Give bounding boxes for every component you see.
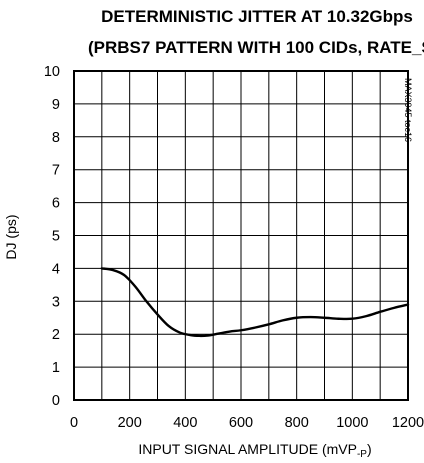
chart-id-label: MAX3945 toc16	[403, 78, 413, 142]
y-axis-label: DJ (ps)	[3, 214, 19, 259]
x-tick-label: 1200	[392, 415, 424, 431]
gridlines	[74, 71, 408, 400]
x-axis-label-main: INPUT SIGNAL AMPLITUDE (mVP	[138, 441, 357, 457]
x-tick-labels: 0 200 400 600 800 1000 1200	[70, 415, 424, 431]
x-tick-label: 0	[70, 415, 78, 431]
y-tick-label: 2	[52, 327, 60, 343]
x-axis-label-close: )	[367, 441, 372, 457]
y-tick-label: 8	[52, 130, 60, 146]
x-axis-label: INPUT SIGNAL AMPLITUDE (mVP-P)	[138, 441, 371, 460]
y-tick-labels: 0 1 2 3 4 5 6 7 8 9 10	[44, 64, 60, 409]
y-tick-label: 6	[52, 196, 60, 212]
chart-title-line-1: DETERMINISTIC JITTER AT 10.32Gbps	[101, 7, 413, 26]
y-tick-label: 7	[52, 163, 60, 179]
x-axis-label-subscript: -P	[357, 449, 367, 460]
x-tick-label: 400	[173, 415, 197, 431]
dj-series-line	[100, 267, 410, 338]
y-tick-label: 5	[52, 229, 60, 245]
y-tick-label: 0	[52, 393, 60, 409]
y-tick-label: 3	[52, 294, 60, 310]
y-tick-label: 1	[52, 360, 60, 376]
x-tick-label: 600	[229, 415, 253, 431]
x-tick-label: 800	[285, 415, 309, 431]
chart-title-line-2: (PRBS7 PATTERN WITH 100 CIDs, RATE_SEL =	[88, 38, 424, 57]
y-tick-label: 4	[52, 261, 60, 277]
y-tick-label: 9	[52, 97, 60, 113]
plot-frame	[73, 70, 409, 401]
x-tick-label: 200	[118, 415, 142, 431]
x-tick-label: 1000	[336, 415, 368, 431]
y-tick-label: 10	[44, 64, 60, 80]
